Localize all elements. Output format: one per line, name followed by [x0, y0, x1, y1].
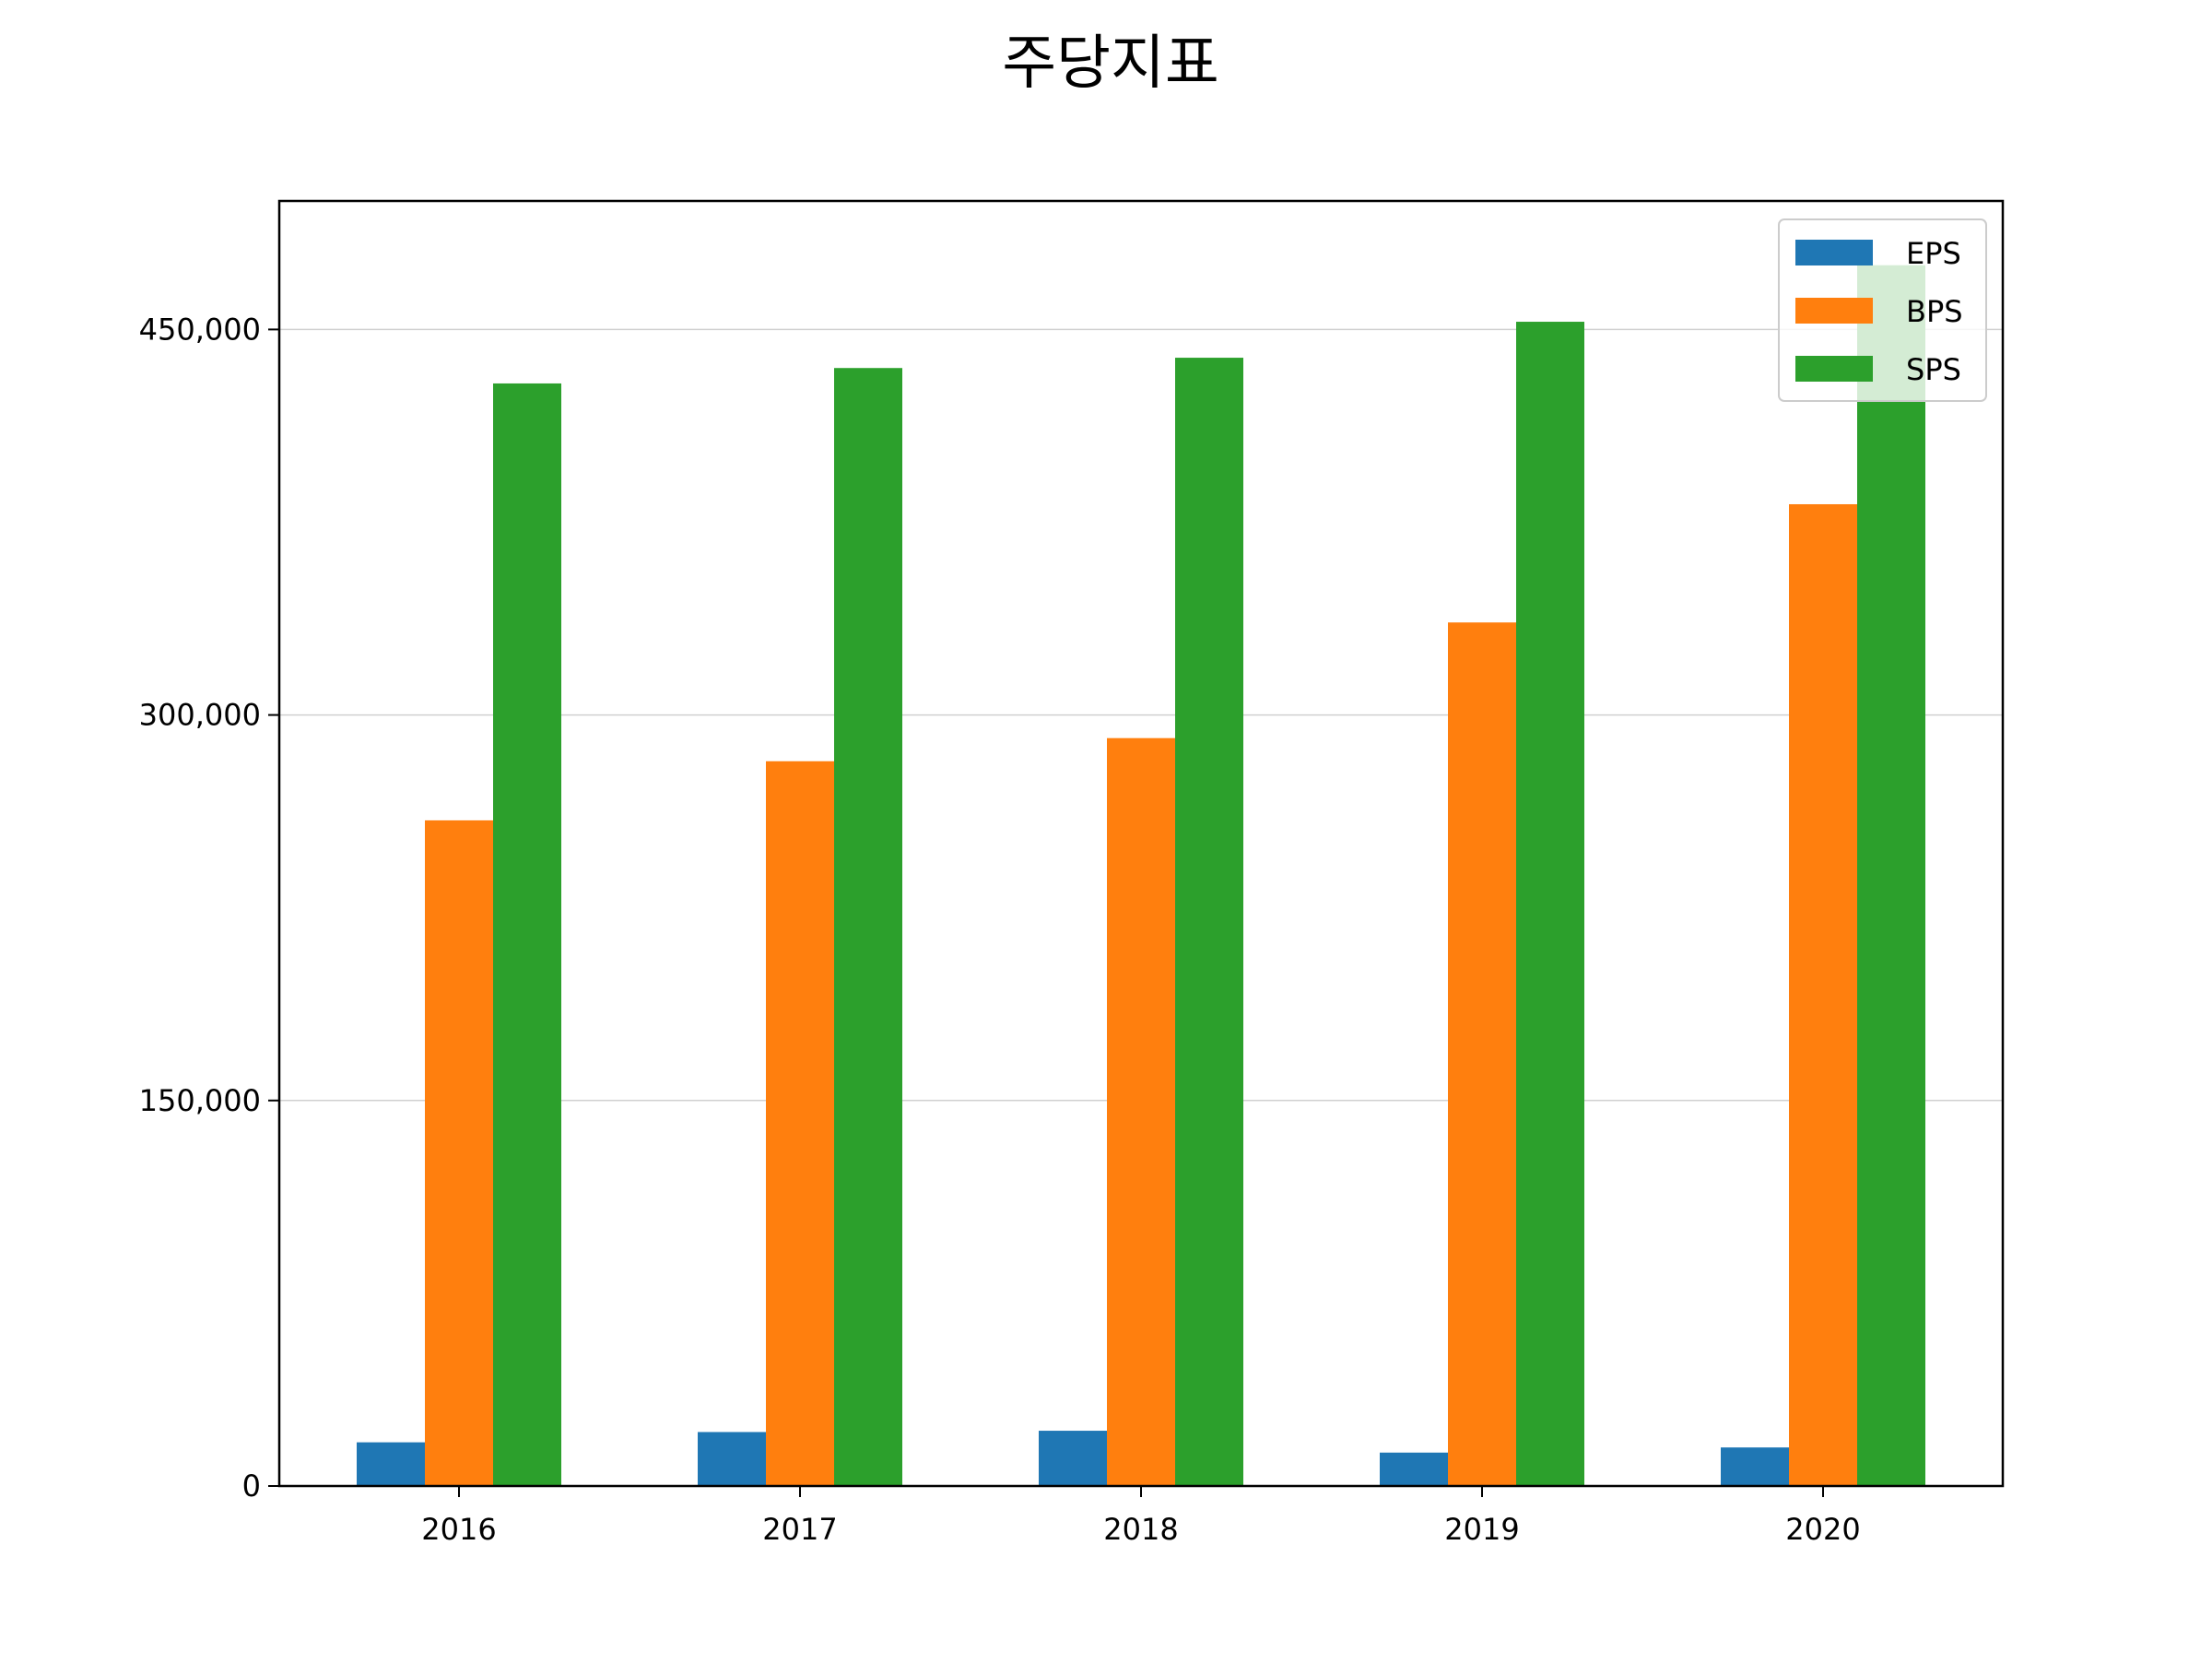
legend-swatch-bps — [1795, 298, 1873, 324]
bar-bps-2020 — [1789, 503, 1857, 1486]
x-tick-label: 2019 — [1444, 1512, 1519, 1547]
bar-bps-2017 — [766, 761, 834, 1486]
bar-sps-2019 — [1516, 322, 1584, 1486]
legend-swatch-sps — [1795, 356, 1873, 382]
legend-label-eps: EPS — [1906, 236, 1961, 271]
legend-label-sps: SPS — [1906, 352, 1961, 387]
x-tick-label: 2018 — [1103, 1512, 1178, 1547]
legend-label-bps: BPS — [1906, 294, 1963, 329]
bar-sps-2020 — [1857, 265, 1925, 1487]
x-tick-label: 2017 — [762, 1512, 837, 1547]
bar-eps-2017 — [698, 1432, 766, 1486]
x-axis: 2016 2017 2018 2019 2020 — [421, 1486, 1861, 1547]
bar-eps-2020 — [1721, 1447, 1789, 1486]
bar-sps-2016 — [493, 383, 561, 1486]
bar-bps-2019 — [1448, 622, 1516, 1486]
legend-swatch-eps — [1795, 240, 1873, 265]
legend: EPS BPS SPS — [1778, 218, 1987, 402]
bars — [357, 265, 1925, 1487]
x-tick-label: 2016 — [421, 1512, 496, 1547]
y-tick-label: 150,000 — [139, 1083, 261, 1118]
y-tick-label: 0 — [242, 1468, 261, 1504]
bar-eps-2019 — [1380, 1452, 1448, 1486]
y-tick-label: 300,000 — [139, 698, 261, 733]
bar-eps-2018 — [1039, 1431, 1107, 1486]
bar-sps-2017 — [834, 368, 902, 1487]
bar-bps-2016 — [425, 820, 493, 1486]
x-tick-label: 2020 — [1785, 1512, 1860, 1547]
bar-bps-2018 — [1107, 737, 1175, 1486]
y-axis: 0 150,000 300,000 450,000 — [139, 312, 279, 1504]
y-tick-label: 450,000 — [139, 312, 261, 347]
bar-eps-2016 — [357, 1442, 425, 1486]
chart-title: 주당지표 — [1002, 29, 1219, 98]
bar-sps-2018 — [1175, 358, 1243, 1486]
